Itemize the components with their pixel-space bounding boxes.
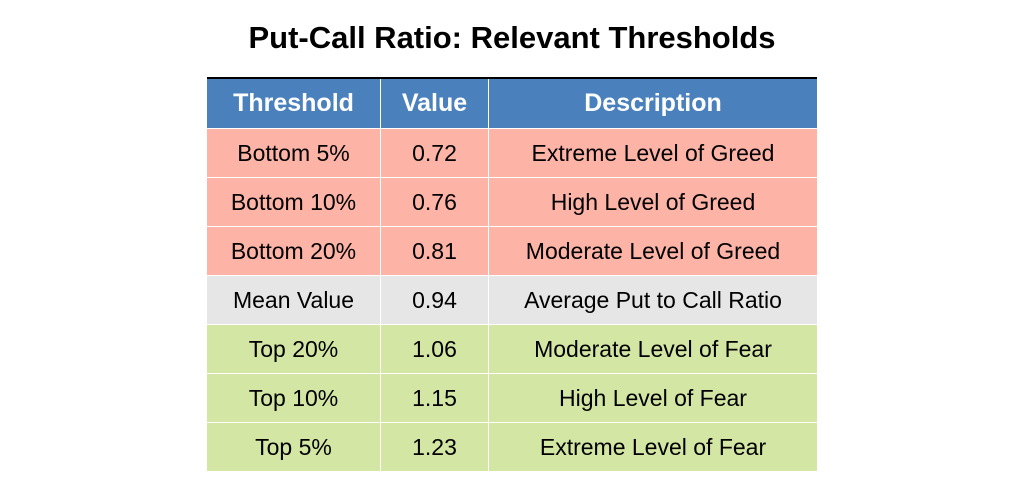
header-description: Description	[489, 79, 817, 129]
value-cell: 1.06	[381, 325, 489, 374]
table-body: Bottom 5% 0.72 Extreme Level of Greed Botto…	[207, 129, 817, 472]
chart-title: Put-Call Ratio: Relevant Thresholds	[248, 20, 776, 55]
description-cell: Moderate Level of Greed	[489, 227, 817, 276]
threshold-cell: Mean Value	[207, 276, 381, 325]
table-row: Top 5% 1.23 Extreme Level of Fear	[207, 423, 817, 472]
threshold-cell: Top 5%	[207, 423, 381, 472]
header-threshold: Threshold	[207, 79, 381, 129]
value-cell: 0.72	[381, 129, 489, 178]
table-row: Bottom 5% 0.72 Extreme Level of Greed	[207, 129, 817, 178]
threshold-cell: Bottom 5%	[207, 129, 381, 178]
value-cell: 0.94	[381, 276, 489, 325]
table-row: Mean Value 0.94 Average Put to Call Ratio	[207, 276, 817, 325]
table-row: Top 10% 1.15 High Level of Fear	[207, 374, 817, 423]
threshold-cell: Bottom 10%	[207, 178, 381, 227]
table-row: Top 20% 1.06 Moderate Level of Fear	[207, 325, 817, 374]
description-cell: Moderate Level of Fear	[489, 325, 817, 374]
table-row: Bottom 10% 0.76 High Level of Greed	[207, 178, 817, 227]
description-cell: Extreme Level of Greed	[489, 129, 817, 178]
value-cell: 0.81	[381, 227, 489, 276]
value-cell: 1.23	[381, 423, 489, 472]
value-cell: 0.76	[381, 178, 489, 227]
header-value: Value	[381, 79, 489, 129]
table-header-row: Threshold Value Description	[207, 79, 817, 129]
threshold-cell: Bottom 20%	[207, 227, 381, 276]
threshold-cell: Top 20%	[207, 325, 381, 374]
threshold-cell: Top 10%	[207, 374, 381, 423]
description-cell: High Level of Greed	[489, 178, 817, 227]
table-row: Bottom 20% 0.81 Moderate Level of Greed	[207, 227, 817, 276]
value-cell: 1.15	[381, 374, 489, 423]
thresholds-table: Threshold Value Description Bottom 5% 0.7…	[207, 77, 817, 472]
description-cell: High Level of Fear	[489, 374, 817, 423]
description-cell: Extreme Level of Fear	[489, 423, 817, 472]
description-cell: Average Put to Call Ratio	[489, 276, 817, 325]
